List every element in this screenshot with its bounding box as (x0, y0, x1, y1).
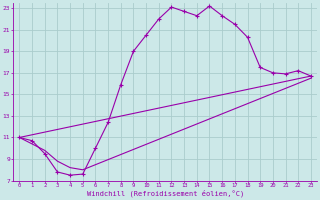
X-axis label: Windchill (Refroidissement éolien,°C): Windchill (Refroidissement éolien,°C) (86, 190, 244, 197)
